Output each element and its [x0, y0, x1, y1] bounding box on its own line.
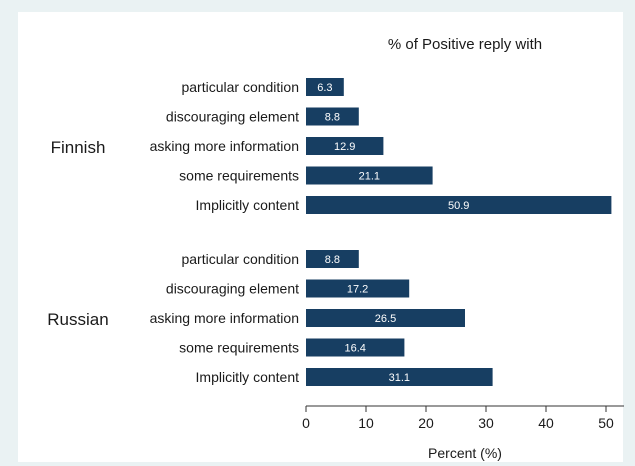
- x-tick-label: 40: [538, 415, 554, 431]
- group-label: Russian: [47, 310, 108, 329]
- bar: [306, 137, 384, 155]
- bar-value-label: 31.1: [389, 372, 410, 384]
- category-label: asking more information: [150, 310, 299, 326]
- bar-value-label: 6.3: [317, 82, 332, 94]
- bar-value-label: 8.8: [325, 112, 340, 124]
- bar: [306, 166, 433, 185]
- bar-value-label: 26.5: [375, 313, 396, 325]
- x-tick-label: 20: [418, 415, 434, 431]
- bar: [306, 250, 359, 268]
- bar-value-label: 8.8: [325, 254, 340, 266]
- category-label: particular condition: [181, 79, 299, 95]
- x-tick-label: 10: [358, 415, 374, 431]
- x-tick-label: 0: [302, 415, 310, 431]
- category-label: some requirements: [179, 340, 299, 356]
- bar: [306, 279, 410, 298]
- x-axis-label: Percent (%): [428, 445, 502, 461]
- bar-value-label: 12.9: [334, 141, 355, 153]
- bar: [306, 196, 612, 214]
- bar-value-label: 21.1: [359, 171, 380, 183]
- category-label: discouraging element: [166, 281, 299, 297]
- category-label: asking more information: [150, 138, 299, 154]
- group-label: Finnish: [51, 138, 106, 157]
- category-label: particular condition: [181, 251, 299, 267]
- category-label: Implicitly content: [196, 197, 300, 213]
- bar-value-label: 50.9: [448, 200, 469, 212]
- bar-value-label: 16.4: [344, 343, 365, 355]
- chart-title: % of Positive reply with: [388, 36, 542, 53]
- bar: [306, 107, 359, 126]
- bar: [306, 309, 465, 327]
- category-label: discouraging element: [166, 109, 299, 125]
- x-tick-label: 30: [478, 415, 494, 431]
- x-tick-label: 50: [598, 415, 614, 431]
- bar: [306, 368, 493, 386]
- category-label: Implicitly content: [196, 369, 300, 385]
- bar-value-label: 17.2: [347, 284, 368, 296]
- bar: [306, 78, 344, 96]
- category-label: some requirements: [179, 168, 299, 184]
- bar: [306, 338, 405, 357]
